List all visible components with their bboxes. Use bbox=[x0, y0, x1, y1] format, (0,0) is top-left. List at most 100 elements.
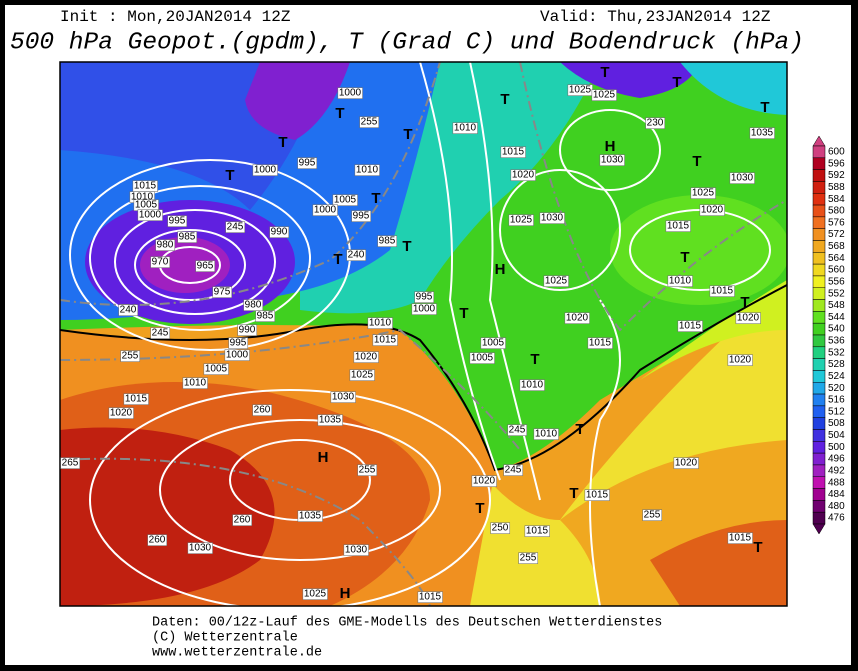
isobar-label: 1025 bbox=[545, 276, 568, 287]
label-box bbox=[417, 591, 443, 603]
isobar-label: 255 bbox=[359, 465, 376, 476]
label-box bbox=[645, 117, 666, 129]
label-box bbox=[167, 215, 188, 227]
isobar-label: 1000 bbox=[413, 304, 436, 315]
color-bar-label: 588 bbox=[828, 182, 845, 193]
map-area bbox=[60, 62, 787, 606]
isobar-label: 1010 bbox=[454, 123, 477, 134]
color-bar-arrow bbox=[812, 523, 826, 535]
color-swatch bbox=[812, 417, 826, 430]
isobar-label: 1000 bbox=[339, 88, 362, 99]
isobar-label: 230 bbox=[647, 118, 664, 129]
field bbox=[560, 62, 700, 98]
label-box bbox=[297, 157, 318, 169]
init-time: Init : Mon,20JAN2014 12Z bbox=[60, 8, 291, 26]
pressure-center: H bbox=[318, 449, 329, 466]
pressure-center: H bbox=[340, 585, 351, 602]
label-box bbox=[729, 172, 755, 184]
label-box bbox=[255, 310, 276, 322]
isobar-label: 1020 bbox=[729, 355, 752, 366]
label-box bbox=[727, 532, 753, 544]
label-box bbox=[150, 327, 171, 339]
label-box bbox=[372, 334, 398, 346]
isobar-label: 245 bbox=[505, 465, 522, 476]
isobar-label: 1010 bbox=[369, 318, 392, 329]
color-swatch bbox=[812, 452, 826, 466]
label-box bbox=[642, 509, 663, 521]
isobar-label: 1025 bbox=[692, 188, 715, 199]
pressure-center: T bbox=[459, 305, 468, 322]
label-box bbox=[677, 320, 703, 332]
isobar-label: 1000 bbox=[226, 350, 249, 361]
color-bar-label: 540 bbox=[828, 324, 845, 335]
isobar-label: 1025 bbox=[593, 90, 616, 101]
isobar-label: 985 bbox=[257, 311, 274, 322]
isobar-label: 1025 bbox=[304, 589, 327, 600]
color-bar-label: 592 bbox=[828, 170, 845, 181]
label-box bbox=[346, 249, 367, 261]
isobar-label: 1030 bbox=[601, 155, 624, 166]
color-bar-label: 600 bbox=[828, 147, 845, 158]
label-box bbox=[357, 464, 378, 476]
pressure-center: T bbox=[569, 485, 578, 502]
pressure-center: T bbox=[740, 294, 749, 311]
label-box bbox=[673, 457, 699, 469]
pressure-center: T bbox=[680, 249, 689, 266]
label-box bbox=[518, 552, 539, 564]
color-bar-label: 512 bbox=[828, 406, 845, 417]
isobar-label: 260 bbox=[234, 515, 251, 526]
isobar-label: 260 bbox=[254, 405, 271, 416]
color-swatch bbox=[812, 145, 826, 159]
footer-line: www.wetterzentrale.de bbox=[152, 646, 322, 661]
label-box bbox=[137, 209, 163, 221]
pressure-center: T bbox=[530, 351, 539, 368]
color-swatch bbox=[812, 193, 826, 206]
color-swatch bbox=[812, 287, 826, 300]
color-bar-label: 560 bbox=[828, 265, 845, 276]
color-swatch bbox=[812, 488, 826, 501]
isobar-label: 1020 bbox=[701, 205, 724, 216]
label-box bbox=[252, 164, 278, 176]
isobar-label: 995 bbox=[353, 211, 370, 222]
color-bar: 6005965925885845805765725685645605565525… bbox=[812, 135, 845, 535]
pressure-center: T bbox=[760, 99, 769, 116]
label-box bbox=[60, 457, 81, 469]
isobar-label: 965 bbox=[197, 261, 214, 272]
isobar-label: 1000 bbox=[314, 205, 337, 216]
label-box bbox=[490, 522, 511, 534]
isobar-label: 1000 bbox=[139, 210, 162, 221]
valid-time: Valid: Thu,23JAN2014 12Z bbox=[540, 8, 771, 26]
color-bar-label: 520 bbox=[828, 383, 845, 394]
label-box bbox=[212, 286, 233, 298]
pressure-center: T bbox=[403, 126, 412, 143]
isobar-label: 1005 bbox=[471, 353, 494, 364]
label-box bbox=[667, 275, 693, 287]
label-box bbox=[749, 127, 775, 139]
color-swatch bbox=[812, 181, 826, 194]
isobar-label: 995 bbox=[169, 216, 186, 227]
isotherms bbox=[60, 62, 787, 606]
isobar-label: 1015 bbox=[586, 490, 609, 501]
footer-line: (C) Wetterzentrale bbox=[152, 631, 298, 646]
color-swatch bbox=[812, 334, 826, 348]
label-box bbox=[187, 542, 213, 554]
label-box bbox=[225, 221, 246, 233]
isobar-label: 995 bbox=[416, 292, 433, 303]
label-box bbox=[599, 154, 625, 166]
isobar-label: 1005 bbox=[135, 200, 158, 211]
isobar-label: 245 bbox=[509, 425, 526, 436]
isobar-label: 260 bbox=[149, 535, 166, 546]
isobar-label: 980 bbox=[245, 300, 262, 311]
isobar-label: 1030 bbox=[189, 543, 212, 554]
color-bar-label: 548 bbox=[828, 300, 845, 311]
pressure-center: T bbox=[335, 105, 344, 122]
color-bar-label: 528 bbox=[828, 359, 845, 370]
label-box bbox=[699, 204, 725, 216]
label-box bbox=[709, 285, 735, 297]
isobar-label: 240 bbox=[120, 305, 137, 316]
isobar-label: 1020 bbox=[473, 476, 496, 487]
isobar-label: 1030 bbox=[345, 545, 368, 556]
isobar-label: 1020 bbox=[566, 313, 589, 324]
label-box bbox=[353, 351, 379, 363]
